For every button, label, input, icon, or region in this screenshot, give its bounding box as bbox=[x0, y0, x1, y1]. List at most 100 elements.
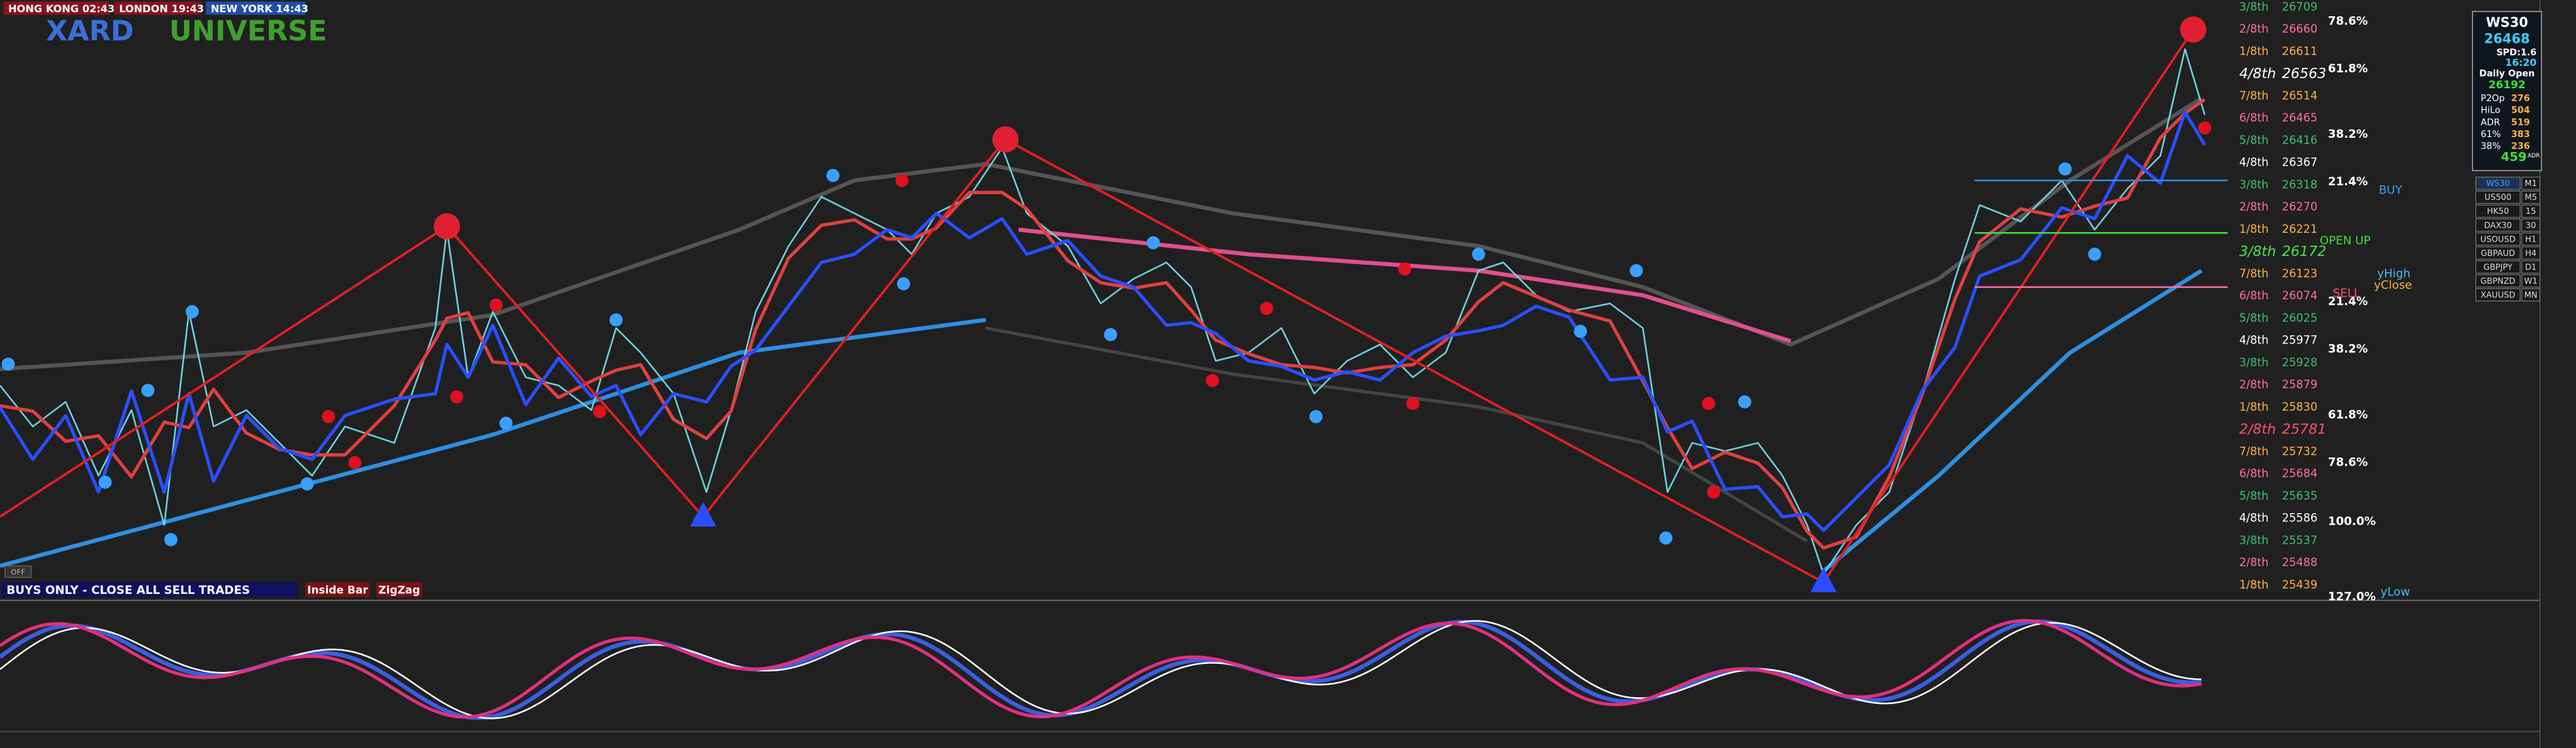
off-label[interactable]: OFF bbox=[11, 567, 25, 576]
swing-low-dot bbox=[2088, 247, 2101, 261]
swing-high-dot bbox=[348, 455, 362, 470]
timeframe-button[interactable] bbox=[2521, 288, 2541, 301]
timeframe-label[interactable]: 15 bbox=[2526, 206, 2536, 216]
symbol-button[interactable] bbox=[2475, 274, 2521, 288]
swing-high-dot bbox=[593, 405, 606, 419]
zigzag-label[interactable]: ZigZag bbox=[378, 584, 420, 597]
symbol-name[interactable]: XAUUSD bbox=[2480, 291, 2515, 300]
fib-label: 127.0% bbox=[2328, 590, 2376, 603]
murrey-price: 25928 bbox=[2282, 356, 2317, 369]
murrey-level: 2/8th bbox=[2239, 200, 2268, 213]
murrey-price: 25586 bbox=[2282, 512, 2317, 525]
timeframe-label[interactable]: MN bbox=[2524, 291, 2537, 300]
timeframe-label[interactable]: M5 bbox=[2524, 193, 2537, 202]
swing-low-dot bbox=[98, 475, 112, 489]
murrey-price: 26074 bbox=[2282, 289, 2317, 302]
timeframe-label[interactable]: W1 bbox=[2524, 276, 2538, 286]
timeframe-button[interactable] bbox=[2521, 191, 2541, 204]
murrey-price: 26563 bbox=[2282, 65, 2326, 81]
fib-label: 78.6% bbox=[2328, 14, 2368, 27]
swing-high-dot bbox=[1260, 301, 1273, 315]
symbol-button[interactable] bbox=[2475, 204, 2521, 218]
fib-label: 61.8% bbox=[2328, 407, 2368, 421]
symbol-button[interactable] bbox=[2475, 176, 2521, 190]
symbol-button[interactable] bbox=[2475, 191, 2521, 204]
session-label: HONG KONG 02:43 bbox=[8, 3, 115, 15]
timeframe-button[interactable] bbox=[2521, 219, 2541, 232]
timeframe-label[interactable]: H1 bbox=[2525, 234, 2537, 244]
murrey-price: 26270 bbox=[2282, 200, 2317, 213]
panel-row-key: ADR bbox=[2481, 117, 2501, 128]
y-low-marker: yLow bbox=[2380, 584, 2410, 598]
timeframe-button[interactable] bbox=[2521, 260, 2541, 274]
status-box bbox=[1, 582, 297, 597]
swing-low-dot bbox=[1309, 410, 1323, 424]
murrey-price: 26611 bbox=[2282, 45, 2317, 58]
symbol-button[interactable] bbox=[2475, 288, 2521, 301]
symbol-name[interactable]: USOUSD bbox=[2480, 234, 2516, 244]
info-panel bbox=[2471, 11, 2542, 172]
timeframe-label[interactable]: M1 bbox=[2524, 179, 2537, 188]
murrey-price: 25879 bbox=[2282, 378, 2317, 391]
status-text: BUYS ONLY - CLOSE ALL SELL TRADES bbox=[7, 583, 250, 597]
swing-high-dot bbox=[1406, 396, 1420, 411]
symbol-name[interactable]: GBPAUD bbox=[2481, 248, 2516, 258]
murrey-level: 4/8th bbox=[2239, 156, 2268, 169]
timeframe-button[interactable] bbox=[2521, 274, 2541, 288]
timeframe-button[interactable] bbox=[2521, 232, 2541, 246]
fib-label: 61.8% bbox=[2328, 62, 2368, 75]
timeframe-button[interactable] bbox=[2521, 204, 2541, 218]
murrey-level: 4/8th bbox=[2239, 334, 2268, 347]
timeframe-label[interactable]: 30 bbox=[2526, 221, 2536, 230]
symbol-button[interactable] bbox=[2475, 219, 2521, 232]
swing-low-dot bbox=[185, 305, 199, 318]
session-box bbox=[206, 1, 306, 15]
murrey-level: 1/8th bbox=[2239, 578, 2268, 591]
murrey-level: 3/8th bbox=[2239, 534, 2268, 546]
fib-label: 38.2% bbox=[2328, 342, 2368, 356]
overlay: HONG KONG 02:43 LONDON 19:43 NEW YORK 14:4… bbox=[1, 0, 2542, 603]
symbol-button[interactable] bbox=[2475, 260, 2521, 274]
ma-long bbox=[1822, 269, 2203, 573]
swing-low-dot bbox=[1738, 395, 1752, 409]
swing-low-dot bbox=[896, 277, 911, 291]
y-high-marker: yHigh bbox=[2377, 267, 2410, 280]
swing-low-dot bbox=[300, 477, 314, 491]
symbol-name[interactable]: DAX30 bbox=[2484, 221, 2512, 230]
timeframe-label[interactable]: D1 bbox=[2525, 262, 2537, 272]
symbol-button[interactable] bbox=[2475, 246, 2521, 260]
panel-row-key: HiLo bbox=[2481, 106, 2501, 116]
panel-row-value: 519 bbox=[2511, 117, 2530, 128]
swing-high-dot bbox=[1205, 374, 1219, 388]
timeframe-label[interactable]: H4 bbox=[2525, 248, 2537, 258]
panel-row-value: 276 bbox=[2511, 94, 2530, 104]
symbol-name[interactable]: HK50 bbox=[2487, 206, 2509, 216]
symbol-name[interactable]: GBPJPY bbox=[2484, 262, 2514, 272]
zigzag-box[interactable] bbox=[376, 582, 422, 597]
symbol-name[interactable]: GBPNZD bbox=[2480, 276, 2516, 286]
murrey-level: 5/8th bbox=[2239, 312, 2268, 324]
timeframe-button[interactable] bbox=[2521, 176, 2541, 190]
murrey-price: 25830 bbox=[2282, 400, 2317, 413]
logo-right: UNIVERSE bbox=[169, 14, 327, 47]
murrey-price: 26123 bbox=[2282, 267, 2317, 280]
panel-row-key: 38% bbox=[2481, 142, 2501, 152]
murrey-level: 2/8th bbox=[2239, 378, 2268, 391]
timeframe-button[interactable] bbox=[2521, 246, 2541, 260]
symbol-button[interactable] bbox=[2475, 232, 2521, 246]
inside-bar-box[interactable] bbox=[305, 582, 370, 597]
panel-row-key: P2Op bbox=[2481, 94, 2505, 104]
panel-row-value: 504 bbox=[2511, 106, 2530, 116]
price-chart bbox=[0, 16, 2228, 593]
murrey-price: 25635 bbox=[2282, 489, 2317, 502]
symbol-name[interactable]: US500 bbox=[2484, 193, 2511, 202]
swing-low-dot bbox=[1146, 236, 1160, 250]
panel-adr-value: 459 bbox=[2501, 150, 2527, 164]
inside-bar-label[interactable]: Inside Bar bbox=[307, 584, 368, 597]
off-button[interactable] bbox=[4, 565, 32, 578]
symbol-name[interactable]: WS30 bbox=[2486, 179, 2510, 188]
session-label: LONDON 19:43 bbox=[119, 3, 204, 15]
session-label: NEW YORK 14:43 bbox=[211, 3, 308, 15]
